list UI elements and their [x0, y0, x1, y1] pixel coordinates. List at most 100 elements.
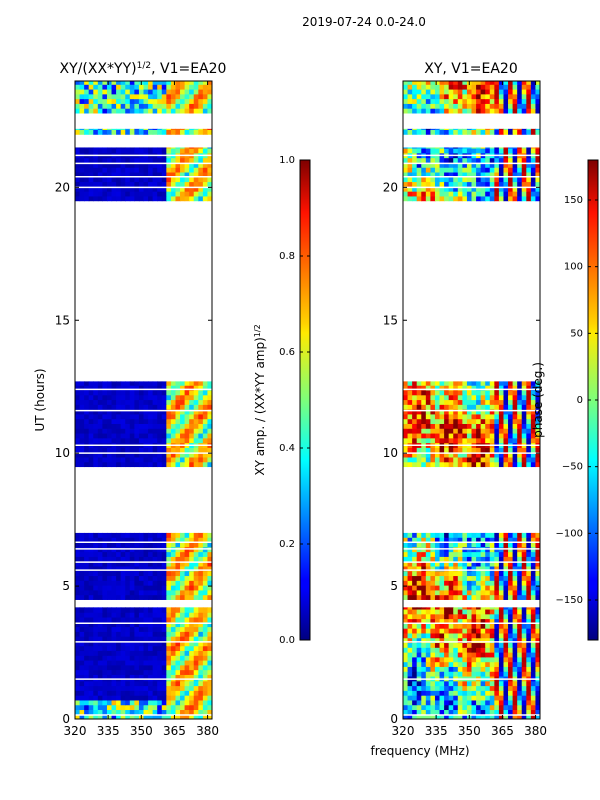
heatmap-cell: [425, 714, 431, 719]
heatmap-cell: [129, 626, 135, 632]
heatmap-cell: [466, 162, 473, 168]
heatmap-cell: [120, 699, 126, 706]
heatmap-cell: [152, 381, 158, 386]
heatmap-cell: [407, 452, 413, 458]
heatmap-cell: [489, 461, 495, 468]
heatmap-cell: [116, 418, 122, 424]
heatmap-cell: [457, 565, 463, 572]
heatmap-cell: [471, 709, 477, 715]
heatmap-cell: [403, 594, 409, 600]
heatmap-cell: [453, 167, 459, 173]
heatmap-cell: [134, 413, 140, 420]
heatmap-cell: [517, 607, 523, 610]
heatmap-cell: [111, 157, 117, 163]
heatmap-cell: [485, 423, 491, 429]
heatmap-cell: [526, 608, 532, 615]
heatmap-cell: [416, 103, 422, 109]
heatmap-cell: [116, 626, 122, 632]
heatmap-cell: [453, 437, 459, 444]
heatmap-cell: [462, 623, 468, 629]
heatmap-cell: [471, 195, 477, 202]
heatmap-cell: [466, 128, 473, 130]
heatmap-cell: [444, 642, 450, 648]
heatmap-cell: [448, 607, 454, 610]
heatmap-cell: [111, 631, 117, 637]
heatmap-cell: [535, 176, 540, 183]
heatmap-cell: [134, 129, 140, 135]
heatmap-cell: [434, 418, 441, 424]
heatmap-cell: [166, 447, 172, 453]
heatmap-cell: [166, 580, 172, 586]
heatmap-cell: [530, 585, 537, 591]
heatmap-cell: [148, 664, 154, 671]
heatmap-cell: [476, 695, 482, 701]
heatmap-cell: [120, 409, 126, 415]
heatmap-cell: [517, 186, 523, 192]
heatmap-cell: [521, 394, 527, 401]
heatmap-cell: [430, 423, 436, 429]
heatmap-cell: [508, 671, 514, 677]
heatmap-cell: [120, 195, 126, 202]
heatmap-cell: [407, 385, 413, 391]
heatmap-cell: [84, 413, 90, 420]
heatmap-cell: [535, 537, 540, 543]
heatmap-cell: [535, 666, 540, 672]
heatmap-cell: [170, 404, 177, 410]
heatmap-cell: [526, 399, 532, 405]
heatmap-cell: [412, 167, 418, 173]
heatmap-cell: [106, 612, 113, 618]
heatmap-cell: [79, 621, 85, 628]
colorbar-tick-label: 50: [570, 328, 583, 339]
heatmap-cell: [79, 413, 85, 420]
heatmap-cell: [485, 409, 491, 415]
heatmap-cell: [526, 447, 532, 453]
heatmap-cell: [498, 628, 505, 634]
heatmap-cell: [166, 616, 172, 623]
heatmap-cell: [97, 680, 103, 687]
x-tick-label: 350: [130, 724, 153, 738]
heatmap-cell: [202, 128, 209, 130]
heatmap-cell: [134, 565, 140, 572]
heatmap-cell: [494, 385, 500, 391]
heatmap-cell: [134, 171, 140, 178]
heatmap-cell: [180, 418, 186, 424]
heatmap-cell: [161, 413, 167, 420]
heatmap-cell: [494, 81, 500, 85]
heatmap-cell: [170, 147, 177, 154]
heatmap-cell: [143, 645, 149, 652]
heatmap-cell: [120, 570, 126, 577]
heatmap-cell: [480, 551, 486, 557]
heatmap-cell: [161, 640, 167, 647]
heatmap-cell: [161, 157, 167, 163]
heatmap-cell: [193, 532, 199, 538]
heatmap-cell: [530, 656, 537, 663]
heatmap-cell: [125, 394, 131, 401]
heatmap-cell: [457, 195, 463, 202]
heatmap-cell: [97, 580, 103, 586]
heatmap-cell: [189, 561, 195, 567]
heatmap-cell: [512, 580, 518, 586]
heatmap-cell: [485, 456, 491, 463]
heatmap-cell: [184, 413, 190, 420]
heatmap-cell: [535, 661, 540, 667]
heatmap-cell: [508, 108, 514, 114]
heatmap-cell: [120, 437, 126, 444]
heatmap-cell: [170, 157, 177, 163]
heatmap-cell: [430, 128, 436, 130]
heatmap-cell: [134, 399, 140, 405]
heatmap-cell: [180, 385, 186, 391]
heatmap-cell: [198, 423, 204, 429]
heatmap-cell: [503, 541, 509, 548]
heatmap-cell: [494, 671, 500, 677]
heatmap-cell: [508, 632, 514, 639]
heatmap-cell: [157, 456, 163, 463]
heatmap-cell: [535, 399, 540, 405]
heatmap-cell: [407, 637, 413, 644]
heatmap-cell: [120, 532, 126, 538]
heatmap-cell: [116, 664, 122, 671]
heatmap-cell: [106, 575, 113, 581]
heatmap-cell: [180, 413, 186, 420]
heatmap-cell: [517, 709, 523, 715]
heatmap-cell: [88, 456, 94, 463]
heatmap-cell: [457, 580, 463, 586]
